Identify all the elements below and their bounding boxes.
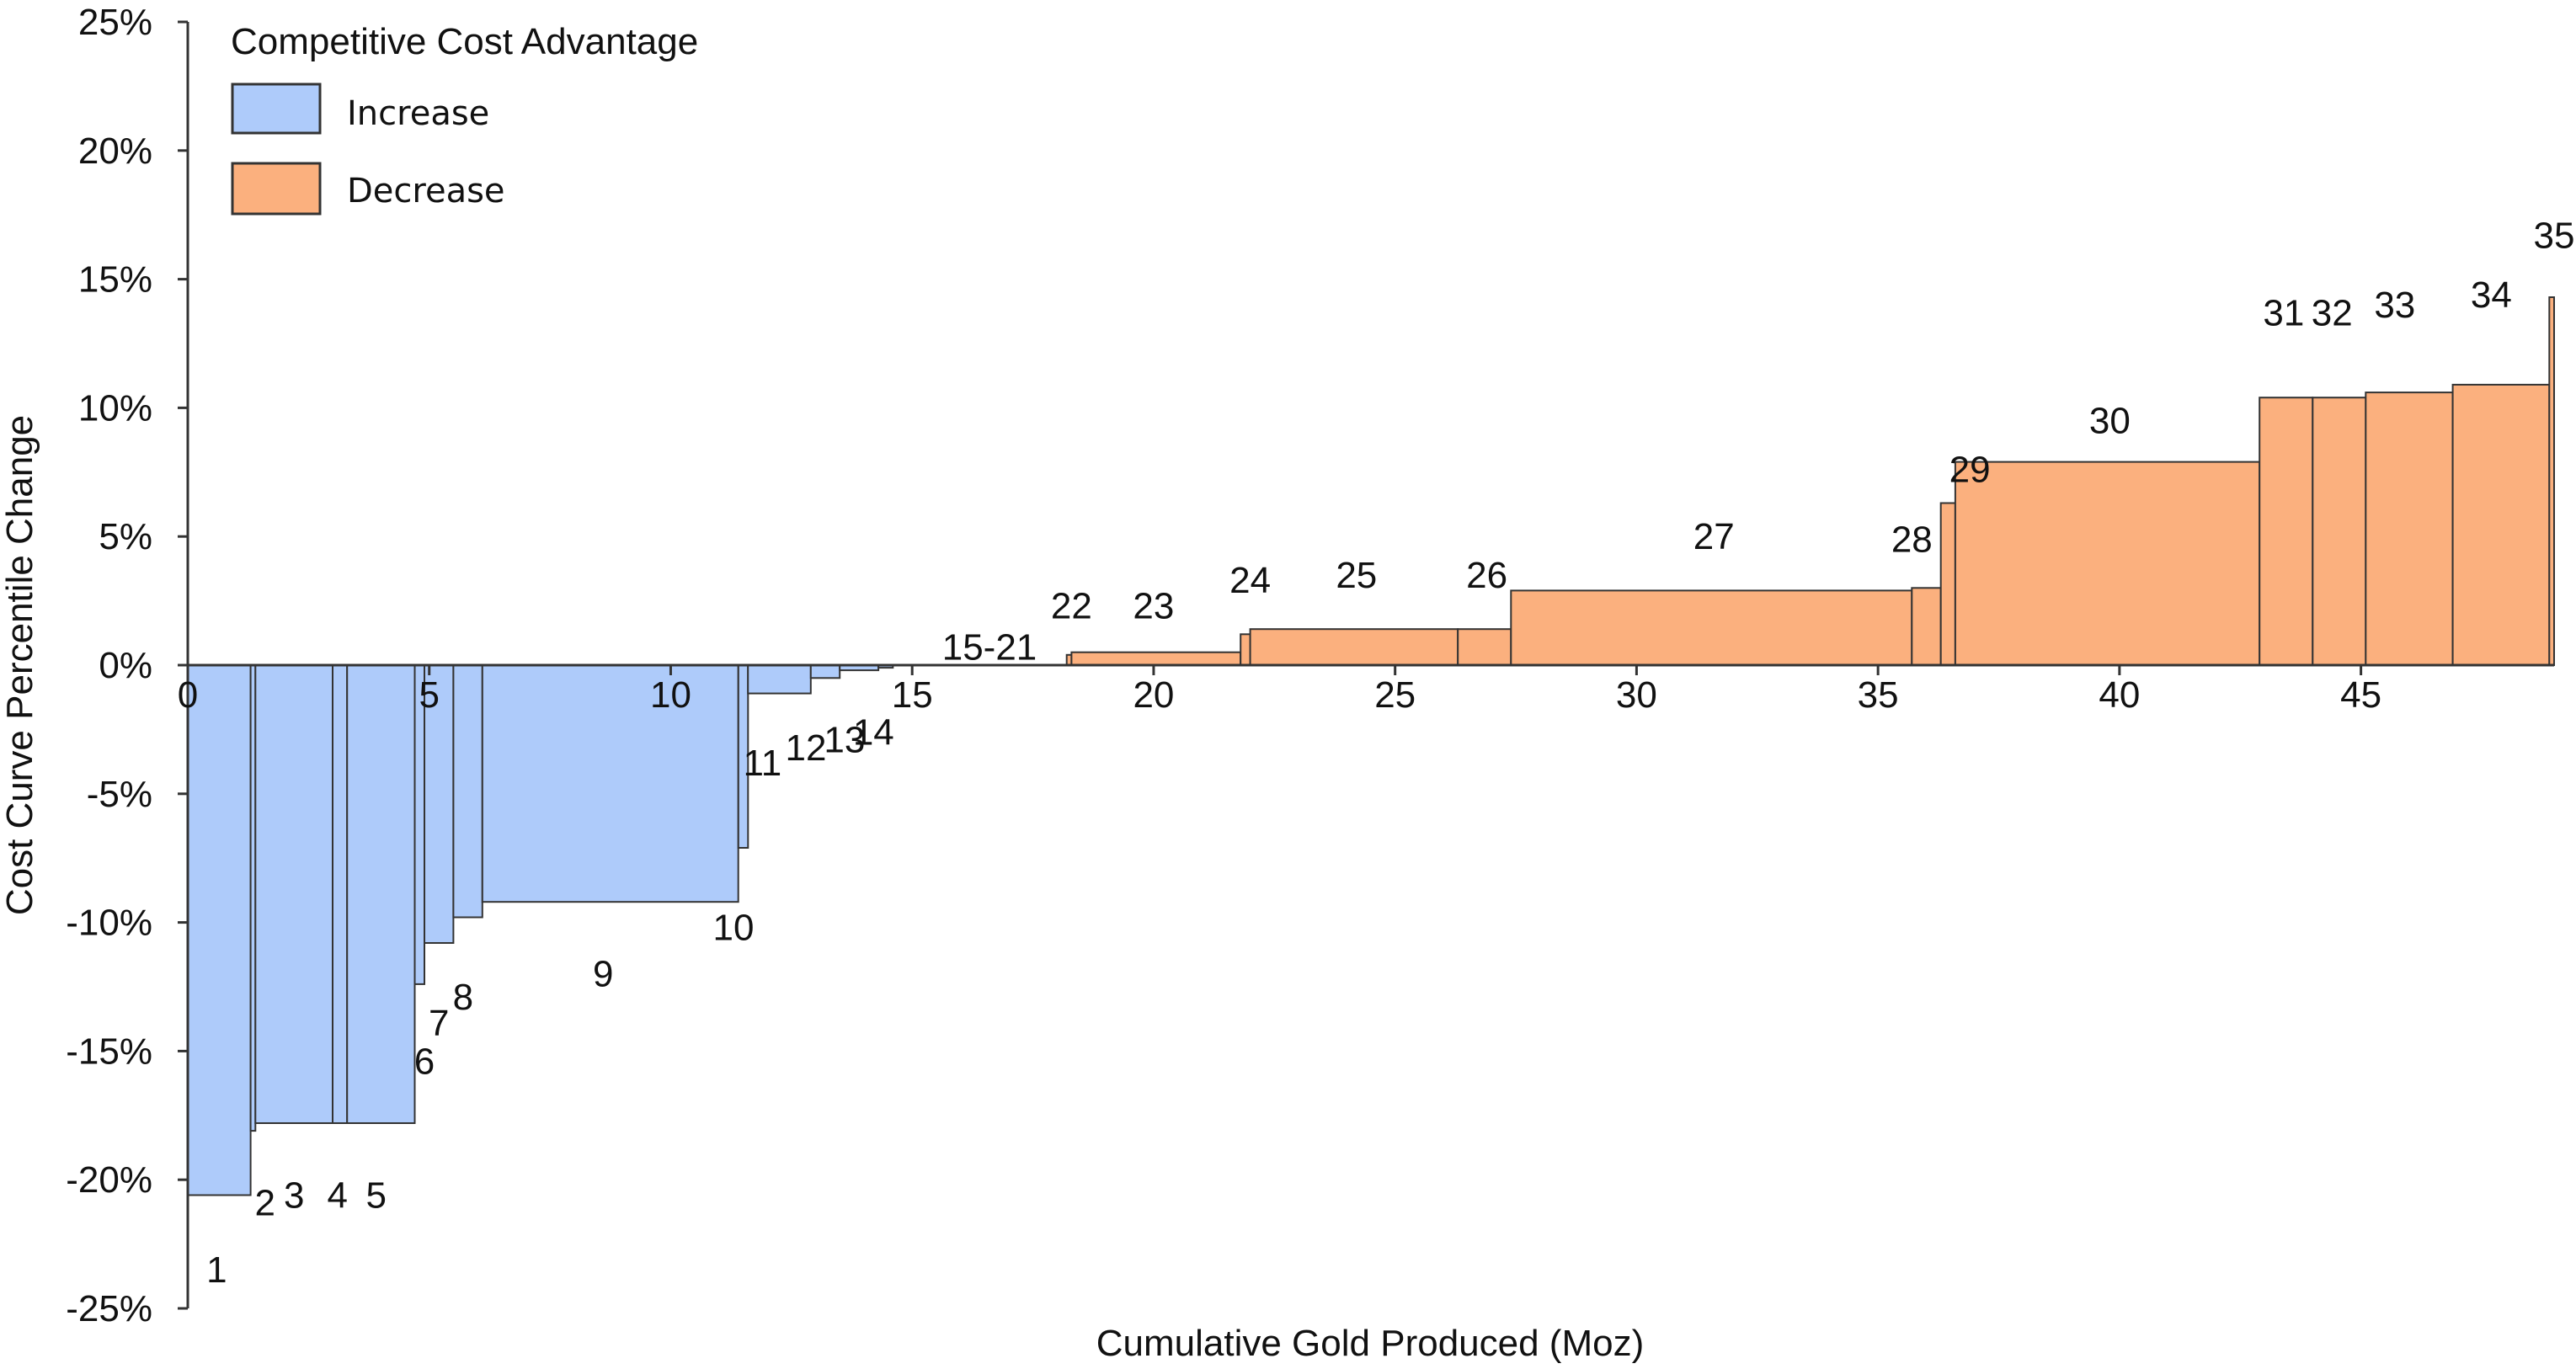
bar-label-31: 31 xyxy=(2263,292,2304,333)
bar-label-23: 23 xyxy=(1133,586,1174,627)
bar-34 xyxy=(2451,383,2551,666)
bar-25 xyxy=(1249,628,1459,667)
bar-33 xyxy=(2365,392,2454,666)
bar-label-9: 9 xyxy=(593,954,613,995)
x-tick-label: 40 xyxy=(2099,674,2140,716)
bar-label-11: 11 xyxy=(744,743,782,784)
bar-label-24: 24 xyxy=(1229,560,1271,601)
bar-23 xyxy=(1070,651,1242,667)
legend-title: Competitive Cost Advantage xyxy=(231,21,698,62)
bar-label-33: 33 xyxy=(2374,285,2415,326)
y-tick-label: -5% xyxy=(87,774,152,815)
y-tick-label: -15% xyxy=(66,1031,152,1072)
bar-label-29: 29 xyxy=(1949,450,1991,491)
bar-label-25: 25 xyxy=(1336,555,1377,596)
bar-5 xyxy=(346,664,416,1124)
bar-label-1: 1 xyxy=(206,1249,227,1291)
bar-8 xyxy=(452,664,483,919)
bar-label-10: 10 xyxy=(713,908,755,949)
legend-label-increase: Increase xyxy=(347,94,489,133)
bar-label-14: 14 xyxy=(853,712,894,754)
y-tick-label: 5% xyxy=(99,516,152,557)
bar-label-3: 3 xyxy=(284,1175,304,1217)
bar-1 xyxy=(187,664,252,1196)
bar-label-4: 4 xyxy=(328,1175,348,1217)
y-tick-label: 10% xyxy=(78,387,152,429)
bar-label-30: 30 xyxy=(2089,401,2131,442)
bar-11 xyxy=(747,664,812,695)
bars-layer xyxy=(187,296,2556,1196)
bar-7 xyxy=(424,664,455,944)
x-tick-label: 20 xyxy=(1133,674,1174,716)
bar-label-7: 7 xyxy=(429,1003,449,1044)
bar-label-12: 12 xyxy=(786,727,827,769)
y-tick-label: 0% xyxy=(99,645,152,686)
x-tick-label: 45 xyxy=(2340,674,2381,716)
bar-12 xyxy=(809,664,841,679)
x-tick-label: 30 xyxy=(1616,674,1657,716)
bar-label-26: 26 xyxy=(1466,555,1507,596)
bar-32 xyxy=(2312,397,2367,666)
y-tick-label: 25% xyxy=(78,2,152,43)
bar-27 xyxy=(1510,589,1913,667)
x-axis-title: Cumulative Gold Produced (Moz) xyxy=(1096,1323,1644,1364)
bar-label-5: 5 xyxy=(365,1175,386,1217)
x-ticks-layer: 0 5 10 15 20 25 30 35 40 45 xyxy=(178,665,2381,716)
bar-31 xyxy=(2259,397,2314,666)
legend-swatch-increase xyxy=(231,83,322,135)
bar-35 xyxy=(2548,296,2556,666)
bar-29 xyxy=(1939,502,1956,666)
legend: Competitive Cost Advantage Increase Decr… xyxy=(231,21,698,216)
bar-4 xyxy=(332,664,349,1124)
bar-label-2: 2 xyxy=(255,1183,275,1224)
bar-26 xyxy=(1457,628,1512,667)
x-tick-label: 35 xyxy=(1858,674,1899,716)
y-ticks-layer: 25% 20% 15% 10% 5% 0% -5% -10% -15% -20% -25% xyxy=(66,2,188,1329)
y-tick-label: 15% xyxy=(78,259,152,301)
bar-label-13: 13 xyxy=(824,720,865,761)
bar-label-32: 32 xyxy=(2312,292,2353,333)
x-tick-label: 5 xyxy=(419,674,439,716)
y-axis-title: Cost Curve Percentile Change xyxy=(0,415,40,915)
x-tick-label: 10 xyxy=(650,674,691,716)
bar-label-35: 35 xyxy=(2534,216,2575,257)
x-tick-label: 0 xyxy=(178,674,198,716)
bar-label-28: 28 xyxy=(1891,519,1933,560)
x-tick-label: 15 xyxy=(892,674,933,716)
bar-label-22: 22 xyxy=(1051,586,1092,627)
y-tick-label: 20% xyxy=(78,131,152,172)
bar-3 xyxy=(254,664,334,1124)
bar-30 xyxy=(1954,461,2261,666)
x-tick-label: 25 xyxy=(1374,674,1416,716)
y-tick-label: -20% xyxy=(66,1159,152,1201)
bar-label-27: 27 xyxy=(1693,516,1735,557)
bar-label-6: 6 xyxy=(414,1041,435,1083)
bar-9 xyxy=(481,664,739,903)
legend-label-decrease: Decrease xyxy=(347,172,505,210)
bar-label-8: 8 xyxy=(453,977,473,1018)
bar-28 xyxy=(1911,587,1942,666)
bar-label-15-21: 15-21 xyxy=(942,627,1037,669)
y-tick-label: -25% xyxy=(66,1288,152,1329)
bar-24 xyxy=(1240,633,1251,666)
bar-label-34: 34 xyxy=(2471,274,2512,316)
legend-swatch-decrease xyxy=(231,162,322,216)
y-tick-label: -10% xyxy=(66,903,152,944)
